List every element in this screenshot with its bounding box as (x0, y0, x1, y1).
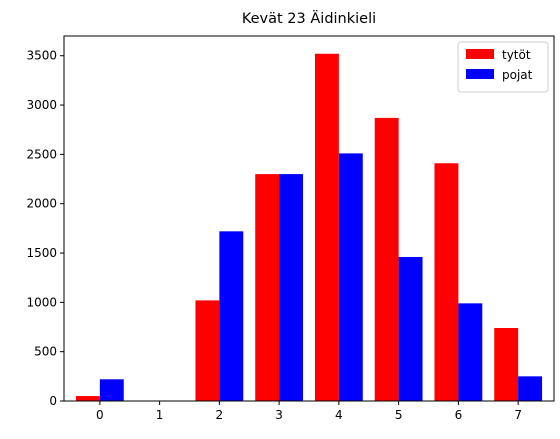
y-tick-label-3500: 3500 (26, 49, 57, 63)
bar-tytöt-3 (255, 174, 280, 401)
x-tick-label-6: 6 (455, 408, 463, 422)
chart-title: Kevät 23 Äidinkieli (242, 9, 376, 27)
x-tick-label-0: 0 (96, 408, 104, 422)
y-tick-label-2000: 2000 (26, 197, 57, 211)
bar-tytöt-7 (494, 328, 519, 401)
y-tick-label-3000: 3000 (26, 98, 57, 112)
y-tick-label-1500: 1500 (26, 246, 57, 260)
x-tick-label-1: 1 (156, 408, 164, 422)
bar-pojat-5 (398, 256, 423, 401)
bar-pojat-6 (458, 303, 483, 401)
legend-label-tytöt: tytöt (502, 48, 531, 62)
y-tick-label-2500: 2500 (26, 147, 57, 161)
bar-tytöt-4 (314, 53, 339, 402)
bar-pojat-4 (338, 153, 363, 401)
x-tick-label-7: 7 (514, 408, 522, 422)
x-tick-label-5: 5 (395, 408, 403, 422)
y-tick-label-1000: 1000 (26, 295, 57, 309)
bar-pojat-7 (518, 376, 543, 401)
y-tick-label-0: 0 (49, 394, 57, 408)
bar-pojat-0 (99, 379, 124, 401)
bar-tytöt-2 (195, 300, 220, 401)
bar-pojat-3 (279, 174, 304, 401)
x-tick-label-4: 4 (335, 408, 343, 422)
x-tick-label-2: 2 (216, 408, 224, 422)
legend-label-pojat: pojat (502, 68, 533, 82)
legend-swatch-pojat (466, 69, 494, 79)
bar-tytöt-0 (75, 396, 100, 401)
y-tick-label-500: 500 (34, 345, 57, 359)
bar-tytöt-5 (374, 117, 399, 401)
bar-tytöt-6 (434, 163, 459, 401)
plot-frame (63, 35, 555, 402)
legend-swatch-tytöt (466, 49, 494, 59)
x-tick-label-3: 3 (275, 408, 283, 422)
legend: tytöt pojat (457, 41, 549, 93)
bar-pojat-2 (219, 231, 244, 401)
